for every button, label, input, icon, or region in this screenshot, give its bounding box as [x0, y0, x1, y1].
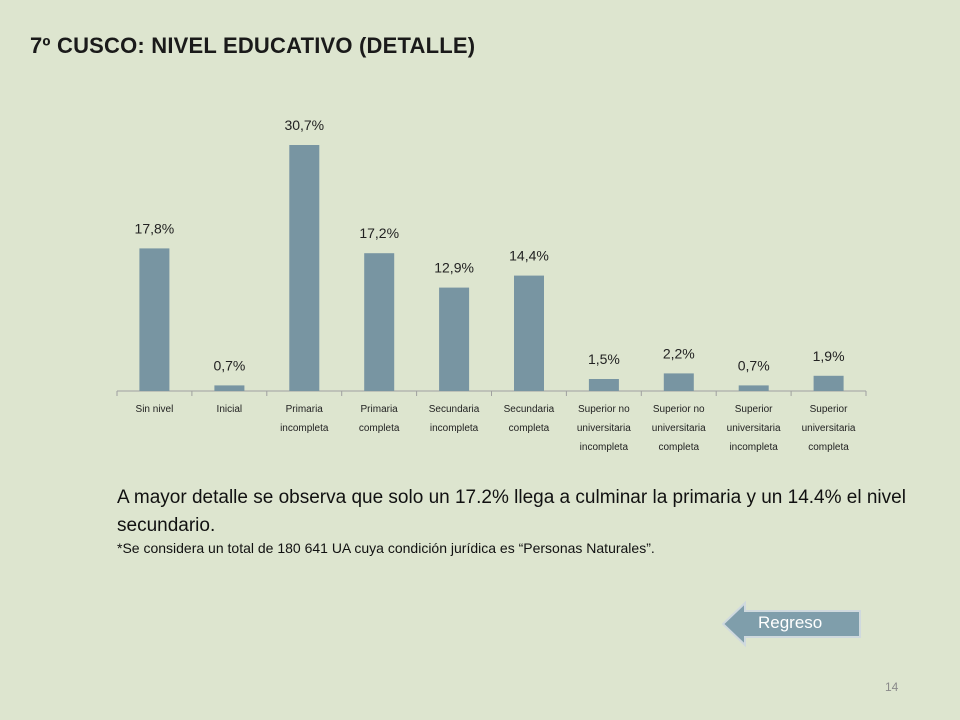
data-label: 12,9% — [434, 260, 474, 276]
category-label-line: incompleta — [579, 442, 629, 453]
category-label-line: incompleta — [429, 423, 479, 434]
bar — [514, 275, 544, 391]
category-label-line: Primaria — [285, 404, 323, 415]
category-label-line: universitaria — [651, 423, 706, 434]
bar — [139, 248, 170, 391]
bar — [364, 253, 395, 391]
category-label: Sin nivel — [117, 400, 192, 419]
data-label: 0,7% — [738, 357, 770, 373]
footnote-text: *Se considera un total de 180 641 UA cuy… — [117, 540, 655, 556]
category-label-line: Superior — [734, 404, 773, 415]
data-label: 1,9% — [813, 348, 845, 364]
category-label-line: Inicial — [216, 404, 243, 415]
bar — [663, 373, 694, 391]
category-label-line: completa — [508, 423, 550, 434]
slide-title: 7º CUSCO: NIVEL EDUCATIVO (DETALLE) — [30, 33, 476, 58]
bar — [588, 379, 619, 391]
bar — [738, 385, 769, 391]
data-label: 14,4% — [509, 248, 549, 264]
category-label-line: incompleta — [280, 423, 329, 434]
data-label: 30,7% — [284, 117, 324, 133]
category-label-line: universitaria — [576, 423, 631, 434]
data-label: 17,2% — [359, 225, 399, 241]
data-label: 0,7% — [213, 357, 245, 373]
category-label-line: incompleta — [729, 442, 778, 453]
category-label: Secundaria incompleta — [417, 400, 492, 438]
category-label-line: Secundaria — [503, 404, 555, 415]
category-label-line: completa — [358, 423, 400, 434]
category-label: Superior no universitaria incompleta — [566, 400, 641, 457]
category-label-line: Superior — [809, 404, 848, 415]
bar — [813, 375, 844, 391]
bar — [439, 287, 470, 391]
data-label: 1,5% — [588, 351, 620, 367]
category-label: Superior no universitaria completa — [641, 400, 716, 457]
back-button[interactable]: Regreso — [722, 600, 862, 648]
category-label-line: Primaria — [360, 404, 398, 415]
bar — [214, 385, 245, 391]
category-label: Primaria completa — [342, 400, 417, 438]
category-label: Superior universitaria incompleta — [716, 400, 791, 457]
data-label: 17,8% — [135, 220, 175, 236]
category-label-line: universitaria — [726, 423, 781, 434]
summary-text: A mayor detalle se observa que solo un 1… — [117, 487, 906, 536]
category-label-line: Superior no — [652, 404, 705, 415]
category-label-line: Secundaria — [428, 404, 480, 415]
category-label-line: completa — [658, 442, 700, 453]
back-arrow-icon — [722, 600, 861, 648]
category-label-line: completa — [808, 442, 849, 453]
category-label-line: universitaria — [801, 423, 856, 434]
category-label-line: Sin nivel — [135, 404, 174, 415]
page-number: 14 — [885, 680, 899, 694]
data-label: 2,2% — [663, 345, 695, 361]
category-label: Superior universitaria completa — [791, 400, 866, 457]
back-button-label: Regreso — [758, 613, 823, 632]
category-label-line: Superior no — [577, 404, 630, 415]
category-label: Secundaria completa — [492, 400, 567, 438]
category-label: Primaria incompleta — [267, 400, 342, 438]
category-label: Inicial — [192, 400, 267, 419]
bar — [289, 145, 320, 391]
